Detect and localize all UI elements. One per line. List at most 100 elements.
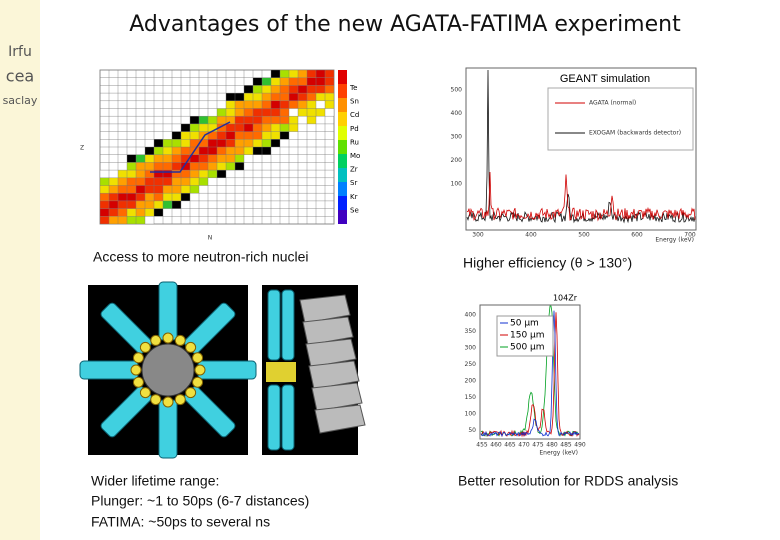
- cell: [235, 131, 244, 140]
- cell: [226, 93, 235, 101]
- color-bar: [338, 84, 347, 98]
- cell: [181, 170, 190, 178]
- cell: [172, 139, 181, 147]
- cell: [127, 208, 136, 217]
- cell: [226, 139, 235, 147]
- cell: [244, 85, 253, 94]
- y-tick-label: 100: [451, 181, 463, 188]
- cell: [136, 216, 145, 224]
- cell: [100, 208, 109, 217]
- cell: [244, 108, 253, 117]
- cell: [271, 85, 280, 94]
- cell: [271, 139, 280, 147]
- cell: [289, 108, 298, 117]
- yellow-ring: [192, 376, 204, 388]
- cell: [280, 108, 289, 117]
- cell: [316, 100, 325, 109]
- cell: [190, 131, 199, 140]
- cell: [172, 162, 181, 171]
- cell: [163, 131, 172, 140]
- cell: [280, 93, 289, 101]
- logo-line: cea: [6, 67, 34, 86]
- cell: [262, 116, 271, 124]
- cell: [217, 162, 226, 171]
- cell: [217, 116, 226, 124]
- cell: [262, 123, 271, 132]
- cell: [145, 177, 154, 186]
- cell: [298, 85, 307, 94]
- cell: [127, 193, 136, 201]
- detector-arm: [197, 360, 257, 380]
- cell: [109, 200, 118, 209]
- cell: [208, 177, 217, 186]
- cell: [262, 147, 271, 155]
- x-tick-label: 470: [518, 442, 530, 449]
- cell: [199, 185, 208, 194]
- cell: [145, 200, 154, 209]
- y-tick-label: 150: [465, 394, 477, 401]
- cell: [136, 185, 145, 194]
- spectrum: [480, 312, 580, 438]
- cell: [253, 77, 262, 86]
- cell: [118, 208, 127, 217]
- cell: [262, 108, 271, 117]
- y-tick-label: 400: [451, 110, 463, 117]
- axis-label: Z: [80, 145, 84, 152]
- cell: [244, 116, 253, 124]
- color-bar: [338, 196, 347, 210]
- logo-line: Irfu: [8, 44, 32, 60]
- cell: [181, 193, 190, 201]
- cell: [181, 123, 190, 132]
- cell: [244, 147, 253, 155]
- cell: [199, 131, 208, 140]
- y-tick-label: 200: [465, 378, 477, 385]
- yellow-ring: [150, 394, 162, 406]
- side-strip: [0, 0, 40, 540]
- x-tick-label: 480: [546, 442, 558, 449]
- cell: [163, 162, 172, 171]
- cell: [271, 116, 280, 124]
- cylinder: [281, 289, 295, 361]
- cell: [289, 70, 298, 78]
- cell: [280, 85, 289, 94]
- x-tick-label: 300: [472, 232, 484, 239]
- cell: [271, 93, 280, 101]
- cell: [217, 123, 226, 132]
- cell: [208, 154, 217, 163]
- caption-line: Wider lifetime range:: [91, 473, 219, 489]
- color-bar: [338, 112, 347, 126]
- cell: [298, 93, 307, 101]
- legend-box: [547, 87, 694, 151]
- x-tick-label: 455: [476, 442, 488, 449]
- cell: [154, 170, 163, 178]
- cell: [163, 185, 172, 194]
- cell: [289, 93, 298, 101]
- cell: [181, 139, 190, 147]
- cell: [154, 193, 163, 201]
- cell: [280, 100, 289, 109]
- cell: [226, 162, 235, 171]
- cell: [253, 123, 262, 132]
- yellow-ring: [192, 352, 204, 364]
- cell: [289, 123, 298, 132]
- cell: [127, 200, 136, 209]
- cell: [226, 123, 235, 132]
- wedge: [305, 338, 357, 368]
- cell: [127, 170, 136, 178]
- cell: [217, 108, 226, 117]
- color-bar: [338, 182, 347, 196]
- cell: [307, 70, 316, 78]
- cell: [199, 162, 208, 171]
- cell: [154, 147, 163, 155]
- yellow-ring: [162, 332, 174, 344]
- y-tick-label: 400: [465, 312, 477, 319]
- ring-block: [266, 362, 296, 382]
- y-tick-label: 250: [465, 361, 477, 368]
- cell: [190, 170, 199, 178]
- cell: [199, 154, 208, 163]
- y-tick-label: 200: [451, 157, 463, 164]
- cell: [262, 85, 271, 94]
- cell: [100, 170, 109, 178]
